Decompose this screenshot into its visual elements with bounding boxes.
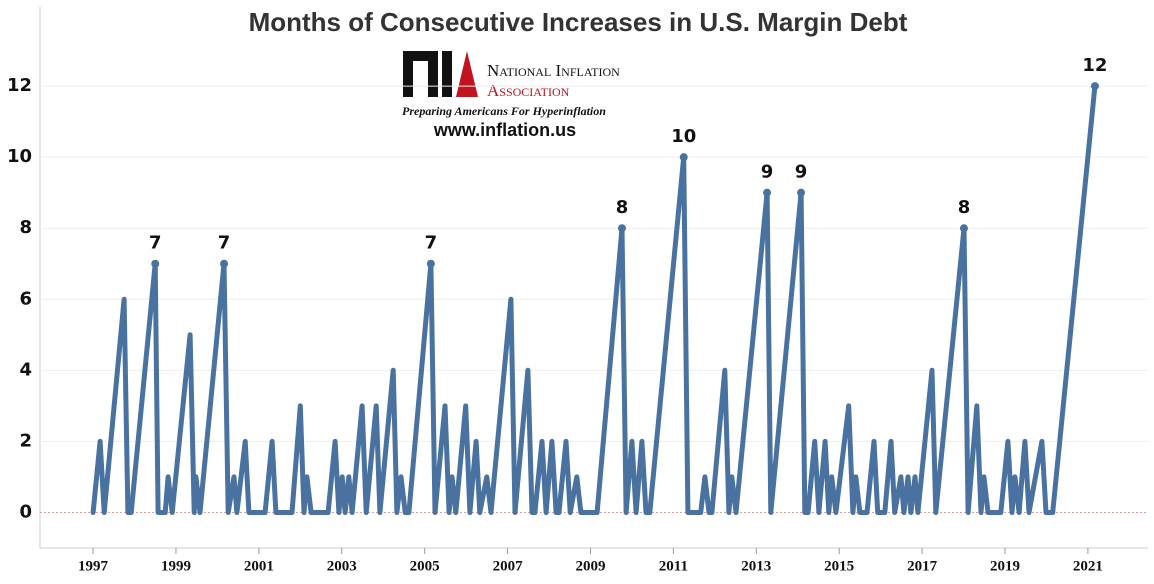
point	[220, 259, 229, 268]
y-tick-label: 10	[7, 146, 32, 167]
line	[90, 83, 1098, 515]
data-label: 8	[616, 197, 629, 218]
logo-name: Association	[487, 81, 570, 100]
x-tick-label: 2005	[410, 558, 440, 574]
data-label: 7	[149, 233, 162, 254]
chart-title: Months of Consecutive Increases in U.S. …	[249, 7, 908, 37]
data-label: 9	[795, 162, 808, 183]
logo-shape	[456, 51, 478, 97]
point	[763, 188, 772, 197]
point	[426, 259, 435, 268]
point	[617, 224, 626, 233]
x-tick-label: 2015	[824, 558, 854, 574]
x-tick-label: 1999	[161, 558, 191, 574]
point	[151, 259, 160, 268]
y-tick-label: 2	[19, 430, 32, 451]
x-tick-label: 2003	[327, 558, 357, 574]
y-tick-label: 4	[19, 359, 32, 380]
x-tick-label: 2013	[741, 558, 771, 574]
x-tick-label: 2007	[493, 558, 524, 574]
x-tick-label: 2011	[659, 558, 688, 574]
x-tick-label: 2021	[1073, 558, 1103, 574]
point	[679, 153, 688, 162]
point	[797, 188, 806, 197]
data-label: 9	[761, 162, 774, 183]
logo-url: www.inflation.us	[433, 120, 576, 140]
y-tick-label: 12	[7, 75, 32, 96]
logo-shape	[403, 51, 438, 61]
point	[1090, 82, 1099, 91]
data-label: 7	[425, 233, 438, 254]
logo: National Inflation Association Preparing…	[402, 51, 620, 140]
data-label: 10	[671, 126, 696, 147]
x-tick-label: 2009	[575, 558, 605, 574]
data-label: 8	[958, 197, 971, 218]
logo-shape	[442, 51, 452, 97]
logo-name: National Inflation	[487, 61, 620, 80]
x-tick-label: 2017	[907, 558, 938, 574]
point	[959, 224, 968, 233]
x-tick-label: 2001	[244, 558, 274, 574]
data-label: 7	[218, 233, 231, 254]
y-tick-label: 6	[19, 288, 32, 309]
y-tick-label: 8	[19, 217, 32, 238]
logo-tagline: Preparing Americans For Hyperinflation	[402, 104, 606, 118]
logo-shape	[403, 51, 413, 97]
x-tick-label: 2019	[990, 558, 1020, 574]
data-label: 12	[1082, 55, 1107, 76]
x-tick-label: 1997	[78, 558, 109, 574]
logo-shape	[428, 51, 438, 97]
y-tick-label: 0	[19, 501, 32, 522]
